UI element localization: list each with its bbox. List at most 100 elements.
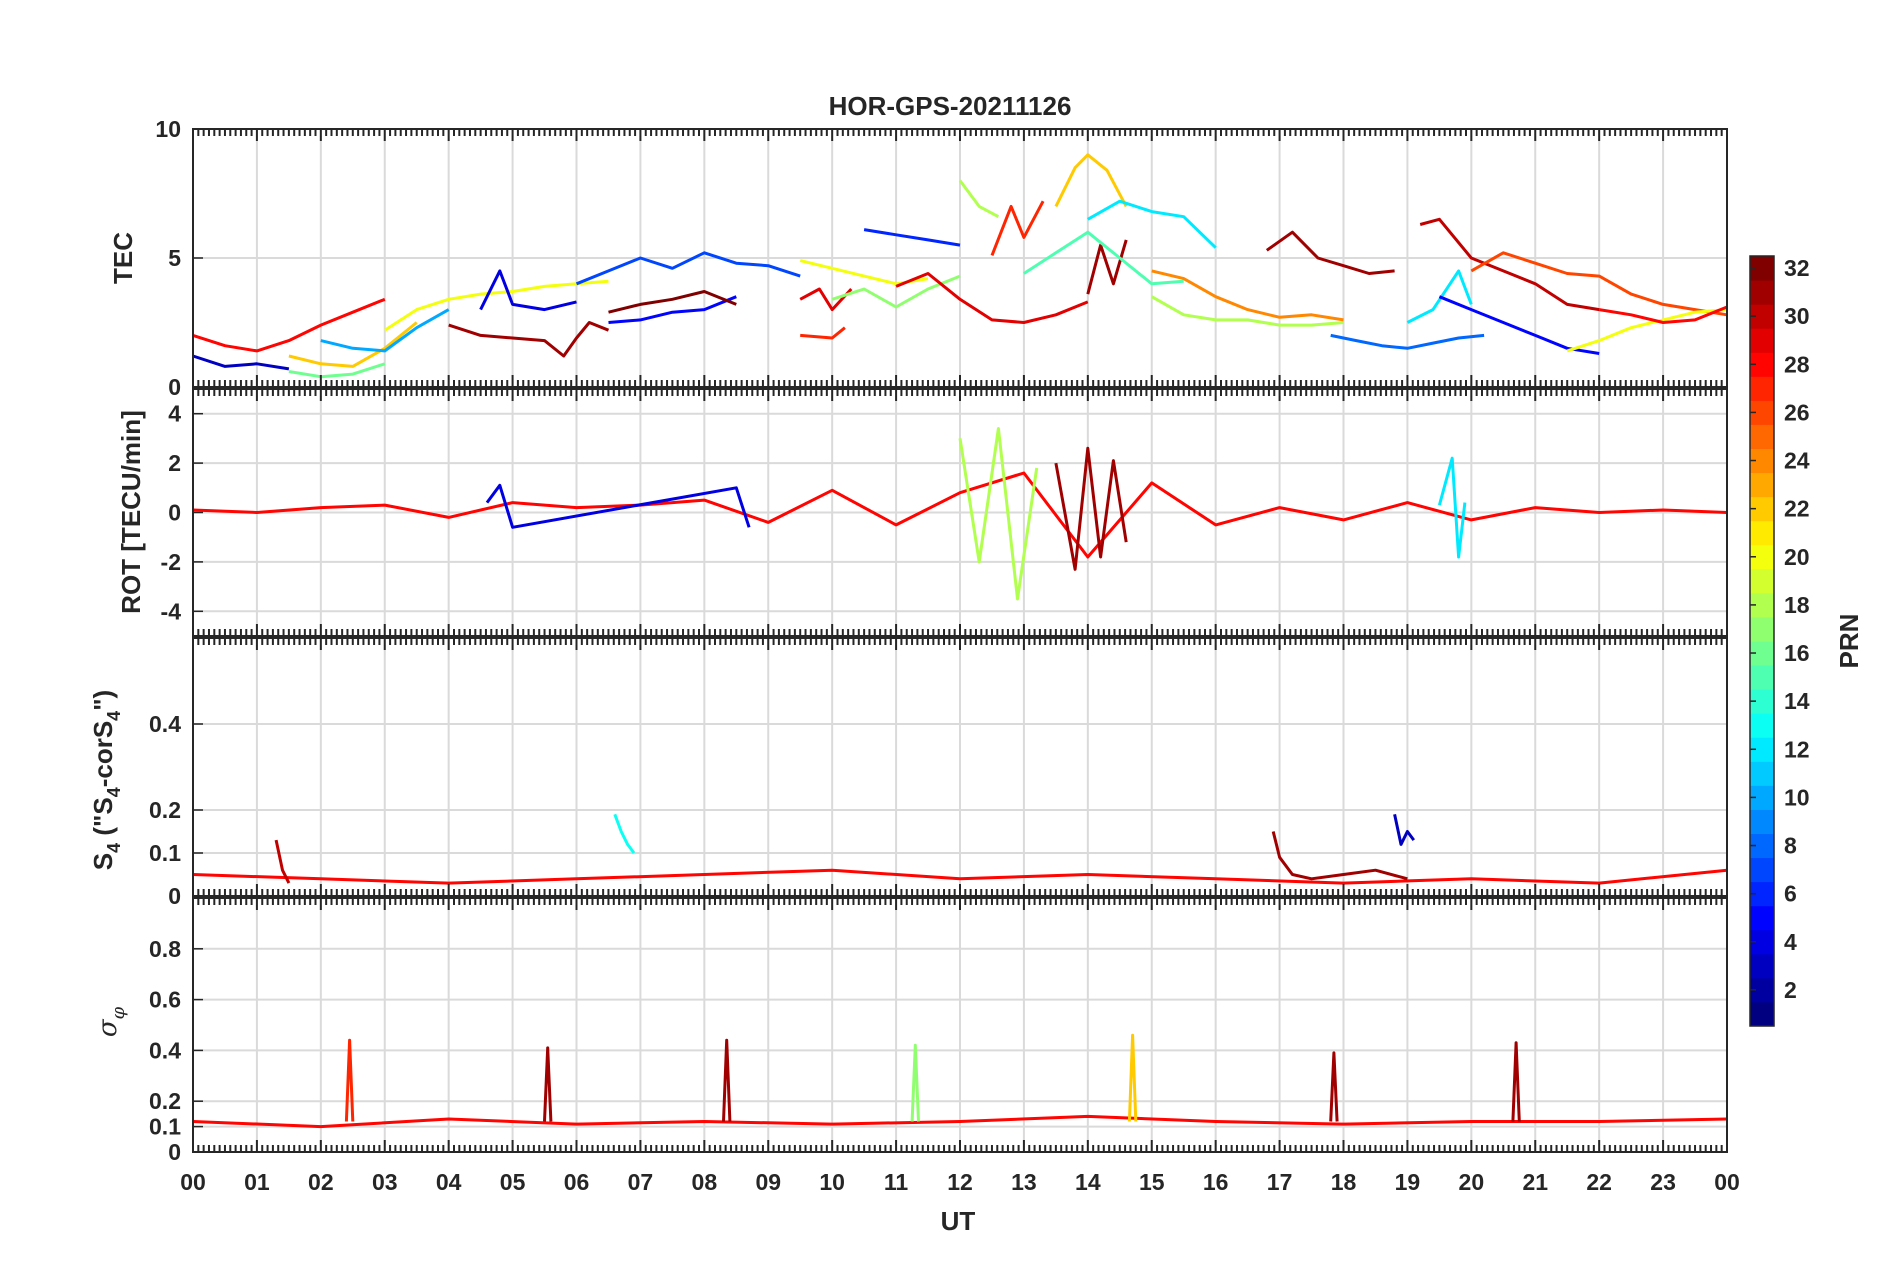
series-prn-3 <box>192 354 290 371</box>
series-prn-17 <box>910 1043 920 1122</box>
colorbar-cell <box>1750 568 1774 594</box>
series-prn-32 <box>608 290 737 314</box>
series-prn-28 <box>192 471 1728 559</box>
y-tick-label: 5 <box>168 245 181 271</box>
y-tick-label: 0.1 <box>149 840 181 866</box>
colorbar-tick-label: 12 <box>1784 736 1810 762</box>
series-prn-12 <box>1087 199 1217 249</box>
series-prn-31 <box>1054 446 1128 571</box>
x-tick-label: 14 <box>1075 1169 1101 1195</box>
x-axis-label: UT <box>941 1206 976 1236</box>
colorbar-cell <box>1750 857 1774 883</box>
x-tick-label: 16 <box>1203 1169 1229 1195</box>
panel-s4: 0 0.1 0.2 0.4 S4 ("S4-corS4") <box>88 637 1728 909</box>
x-tick-label: 10 <box>819 1169 845 1195</box>
x-tick-label: 22 <box>1586 1169 1612 1195</box>
colorbar-tick-label: 32 <box>1784 255 1810 281</box>
colorbar-cell <box>1750 809 1774 834</box>
x-tick-label: 09 <box>755 1169 781 1195</box>
series-prn-3 <box>1393 813 1416 846</box>
y-tick-label: 0 <box>168 500 181 526</box>
x-tick-label: 05 <box>500 1169 526 1195</box>
series-prn-15 <box>1023 230 1184 286</box>
x-tick-label: 04 <box>436 1169 462 1195</box>
x-tick-label: 11 <box>884 1169 909 1195</box>
colorbar-tick-label: 14 <box>1784 688 1810 714</box>
colorbar-label: PRN <box>1834 614 1864 669</box>
x-tick-label: 20 <box>1459 1169 1485 1195</box>
panel-tec: 0 5 10 TEC <box>108 116 1728 400</box>
colorbar-cell <box>1750 280 1774 305</box>
svg-text:S4 ("S4-corS4"): S4 ("S4-corS4") <box>88 690 124 870</box>
colorbar-cell <box>1750 905 1774 931</box>
colorbar-tick-label: 22 <box>1784 496 1810 522</box>
series-prn-31 <box>1271 831 1408 881</box>
y-tick-label: 0.8 <box>149 936 181 962</box>
y-tick-label: 0.6 <box>149 987 181 1013</box>
colorbar-cell <box>1750 376 1774 401</box>
colorbar-tick-label: 28 <box>1784 351 1810 377</box>
y-tick-label: 2 <box>168 450 181 476</box>
chart-title: HOR-GPS-20211126 <box>829 91 1072 121</box>
y-tick-label: 0.1 <box>149 1114 181 1140</box>
series-prn-7 <box>575 251 801 286</box>
y-tick-label: -2 <box>161 549 181 575</box>
colorbar-tick-label: 30 <box>1784 303 1810 329</box>
x-tick-labels: 00 01 02 03 04 05 06 07 08 09 10 11 12 13 14 15 16 17 18 19… <box>180 1169 1740 1195</box>
colorbar-tick-label: 24 <box>1784 448 1810 474</box>
series-prn-12 <box>1406 269 1473 324</box>
series-prn-6 <box>863 228 961 247</box>
series-prn-13 <box>613 813 636 854</box>
s4-ylabel: S4 ("S4-corS4") <box>88 690 124 870</box>
colorbar-tick-label: 16 <box>1784 640 1810 666</box>
series-prn-27 <box>800 326 846 340</box>
y-tick-label: 0.2 <box>149 797 181 823</box>
series-prn-17 <box>831 274 961 309</box>
y-tick-label: 0 <box>168 374 181 400</box>
colorbar-cell <box>1750 328 1774 353</box>
x-tick-label: 12 <box>947 1169 973 1195</box>
y-tick-label: 4 <box>168 401 181 427</box>
x-tick-label: 00 <box>1714 1169 1740 1195</box>
series-prn-20 <box>1566 308 1728 353</box>
svg-text:σφ: σφ <box>93 1006 129 1037</box>
colorbar-cell <box>1750 1001 1774 1027</box>
x-tick-label: 13 <box>1011 1169 1037 1195</box>
colorbar-tick-label: 4 <box>1784 929 1797 955</box>
x-tick-label: 01 <box>244 1169 270 1195</box>
x-tick-label: 03 <box>372 1169 398 1195</box>
series-prn-29 <box>895 272 1089 324</box>
series-prn-30 <box>1419 217 1600 312</box>
series-prn-31 <box>1265 230 1395 275</box>
series-prn-5 <box>608 295 737 324</box>
series-prn-24 <box>1151 269 1344 322</box>
series-prn-31 <box>448 321 610 358</box>
x-tick-label: 19 <box>1395 1169 1421 1195</box>
series-prn-12 <box>1437 456 1467 559</box>
x-tick-label: 08 <box>692 1169 718 1195</box>
series-prn-22 <box>1054 153 1128 208</box>
series-prn-31 <box>1086 239 1128 295</box>
tec-ylabel: TEC <box>108 232 138 284</box>
colorbar-cell <box>1750 424 1774 449</box>
series-prn-29 <box>799 287 853 312</box>
series-prn-18 <box>1151 295 1344 327</box>
series-prn-31 <box>722 1038 732 1122</box>
series-prn-27 <box>344 1038 355 1122</box>
colorbar-tick-label: 8 <box>1784 833 1797 859</box>
x-tick-label: 18 <box>1331 1169 1357 1195</box>
y-tick-label: 10 <box>155 116 181 142</box>
y-tick-label: 0.4 <box>149 1037 181 1063</box>
x-tick-label: 00 <box>180 1169 206 1195</box>
y-tick-label: -4 <box>161 598 182 624</box>
x-tick-label: 15 <box>1139 1169 1165 1195</box>
panel-sigma-phi: 00.10.2 0.4 0.6 0.8 σφ <box>93 897 1728 1165</box>
colorbar-tick-label: 20 <box>1784 544 1810 570</box>
series-prn-18 <box>958 427 1039 601</box>
y-tick-label: 0 <box>168 1139 181 1165</box>
x-tick-label: 21 <box>1522 1169 1548 1195</box>
series-prn-28 <box>192 1114 1728 1129</box>
y-tick-label: 0 <box>168 883 181 909</box>
